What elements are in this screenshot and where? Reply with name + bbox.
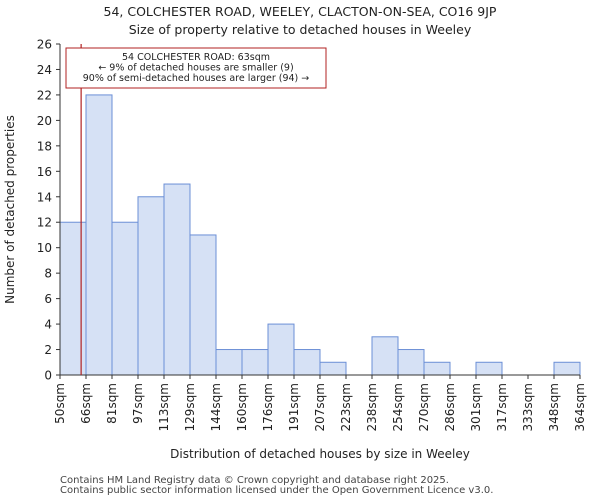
annotation-line-2: ← 9% of detached houses are smaller (9) [98,63,293,74]
bar-176sqm [267,323,295,376]
bar-301sqm [475,361,503,376]
y-tick-label: 2 [44,343,52,357]
chart-title: 54, COLCHESTER ROAD, WEELEY, CLACTON-ON-… [103,4,497,19]
x-tick-label: 238sqm [365,383,379,431]
y-tick-label: 10 [37,241,52,255]
x-tick-label: 160sqm [235,383,249,431]
bar-348sqm [553,361,581,376]
x-tick-label: 223sqm [339,383,353,431]
y-tick-label: 14 [37,190,52,204]
x-tick-label: 50sqm [53,383,67,424]
y-tick-label: 26 [37,38,52,52]
y-tick-label: 0 [44,369,52,383]
bar-97sqm [137,196,165,376]
x-tick-label: 176sqm [261,383,275,431]
bar-50sqm [59,221,87,376]
y-tick-label: 12 [37,216,52,230]
x-tick-label: 301sqm [469,383,483,431]
y-tick-label: 24 [37,63,52,77]
x-tick-label: 81sqm [105,383,119,424]
x-tick-label: 286sqm [443,383,457,431]
y-tick-label: 4 [44,318,52,332]
x-tick-label: 97sqm [131,383,145,424]
y-tick-label: 20 [37,114,52,128]
bar-144sqm [215,349,243,376]
x-tick-label: 144sqm [209,383,223,431]
footer-line-1: Contains HM Land Registry data © Crown c… [60,475,449,486]
y-tick-label: 8 [44,267,52,281]
bar-81sqm [111,221,139,376]
x-tick-label: 207sqm [313,383,327,431]
bar-129sqm [189,234,217,376]
y-tick-label: 22 [37,88,52,102]
bar-207sqm [319,361,347,376]
bar-160sqm [241,349,269,376]
bar-238sqm [371,336,399,376]
x-tick-label: 364sqm [573,383,587,431]
y-tick-label: 6 [44,292,52,306]
x-axis-label: Distribution of detached houses by size … [170,447,470,461]
bar-254sqm [397,349,425,376]
y-tick-label: 16 [37,165,52,179]
bar-270sqm [423,361,451,376]
bar-66sqm [85,94,113,376]
x-tick-label: 270sqm [417,383,431,431]
x-tick-label: 129sqm [183,383,197,431]
chart-subtitle: Size of property relative to detached ho… [128,22,472,37]
x-tick-label: 333sqm [521,383,535,431]
x-tick-label: 348sqm [547,383,561,431]
x-tick-label: 317sqm [495,383,509,431]
annotation-line-1: 54 COLCHESTER ROAD: 63sqm [122,52,270,63]
x-tick-label: 113sqm [157,383,171,431]
bar-113sqm [163,183,191,376]
annotation-line-3: 90% of semi-detached houses are larger (… [83,73,310,84]
x-tick-label: 66sqm [79,383,93,424]
x-tick-label: 191sqm [287,383,301,431]
annotation-box [65,47,327,89]
y-axis-label: Number of detached properties [3,115,17,304]
bar-191sqm [293,349,321,376]
footer-line-2: Contains public sector information licen… [60,485,494,496]
x-tick-label: 254sqm [391,383,405,431]
y-tick-label: 18 [37,139,52,153]
